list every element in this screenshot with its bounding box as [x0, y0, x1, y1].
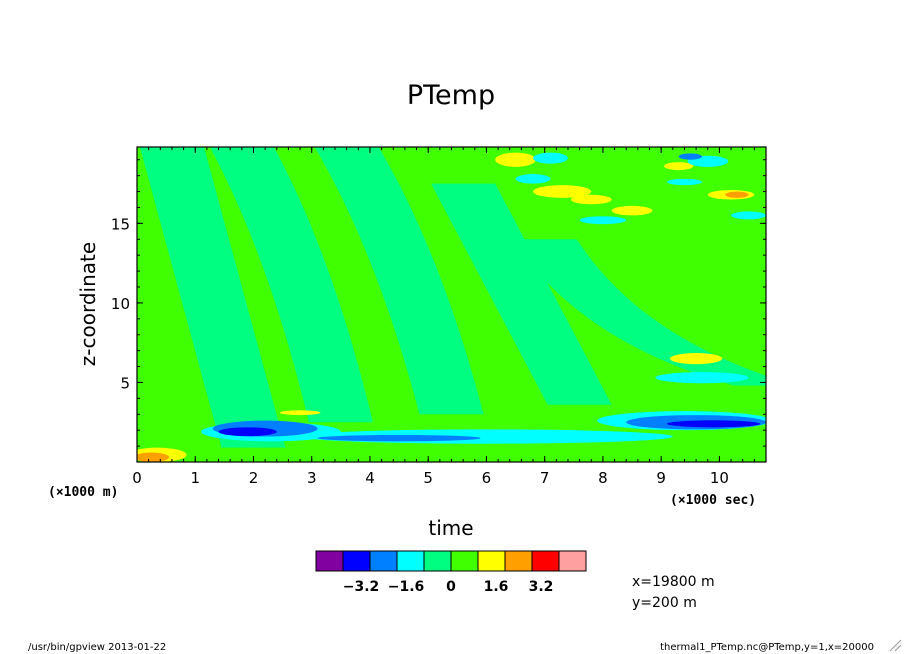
contour-fill — [137, 147, 766, 462]
footer-right: thermal1_PTemp.nc@PTemp,y=1,x=20000 — [660, 642, 874, 653]
x-tick-label: 5 — [423, 469, 433, 487]
contour-patch — [137, 452, 170, 462]
y-axis-label: z-coordinate — [76, 242, 100, 366]
x-position-readout: x=19800 m — [632, 574, 715, 590]
colorbar-tick-label: 3.2 — [529, 579, 554, 595]
x-tick-label: 1 — [190, 469, 200, 487]
contour-band — [209, 147, 373, 423]
x-axis-units: (×1000 sec) — [670, 493, 756, 508]
x-tick-label: 7 — [540, 469, 550, 487]
colorbar-swatch — [369, 550, 398, 572]
contour-patch — [731, 211, 766, 220]
x-tick-label: 0 — [132, 469, 142, 487]
contour-band — [314, 147, 484, 415]
colorbar-swatch — [531, 550, 560, 572]
x-tick-label: 3 — [307, 469, 317, 487]
colorbar-swatch — [396, 550, 425, 572]
contour-patch — [579, 216, 627, 225]
contour-patch — [515, 174, 551, 184]
x-tick-label: 4 — [365, 469, 375, 487]
colorbar-tick-label: 0 — [446, 579, 456, 595]
x-tick-label: 6 — [482, 469, 492, 487]
contour-band — [512, 239, 766, 386]
x-tick-label: 10 — [710, 469, 729, 487]
colorbar-tick-label: −1.6 — [388, 579, 425, 595]
resize-grip-icon[interactable] — [888, 638, 902, 652]
contour-patch — [669, 353, 723, 365]
colorbar-swatch — [477, 550, 506, 572]
y-axis-units: (×1000 m) — [48, 485, 118, 500]
chart-title: PTemp — [407, 80, 495, 111]
colorbar-swatch — [504, 550, 533, 572]
colorbar-swatch — [315, 550, 344, 572]
colorbar-swatch — [423, 550, 452, 572]
contour-patch — [533, 185, 592, 198]
plot-area — [136, 146, 767, 463]
contour-patch — [611, 205, 653, 216]
footer-left: /usr/bin/gpview 2013-01-22 — [28, 642, 166, 653]
x-axis: 0 1 2 3 4 5 6 7 8 9 10 — [132, 147, 767, 487]
colorbar — [315, 550, 587, 572]
contour-patch — [279, 410, 321, 416]
contour-patch — [666, 178, 702, 186]
contour-band — [431, 183, 612, 405]
contour-patch — [533, 152, 568, 164]
colorbar-swatch — [558, 550, 587, 572]
y-tick-label: 10 — [111, 295, 130, 313]
x-tick-label: 8 — [598, 469, 608, 487]
colorbar-tick-label: 1.6 — [484, 579, 509, 595]
contour-patch — [725, 191, 749, 198]
x-tick-label: 9 — [656, 469, 666, 487]
colorbar-tick-label: −3.2 — [343, 579, 380, 595]
contour-patch — [218, 427, 277, 437]
y-position-readout: y=200 m — [632, 595, 697, 611]
contour-band — [139, 147, 286, 448]
contour-patch — [666, 420, 761, 428]
contour-patch — [678, 153, 702, 160]
contour-patch — [317, 434, 481, 442]
x-tick-label: 2 — [249, 469, 259, 487]
y-tick-label: 5 — [120, 374, 130, 392]
contour-patch — [495, 152, 536, 167]
contour-patch — [570, 194, 612, 205]
y-axis: 5 10 15 — [111, 159, 766, 447]
contour-patch — [655, 372, 749, 384]
colorbar-swatch — [450, 550, 479, 572]
contour-patch — [664, 162, 694, 171]
y-tick-label: 15 — [111, 215, 130, 233]
x-axis-label: time — [428, 516, 473, 540]
colorbar-tick-labels: −3.2 −1.6 0 1.6 3.2 — [343, 579, 554, 595]
colorbar-swatch — [342, 550, 371, 572]
